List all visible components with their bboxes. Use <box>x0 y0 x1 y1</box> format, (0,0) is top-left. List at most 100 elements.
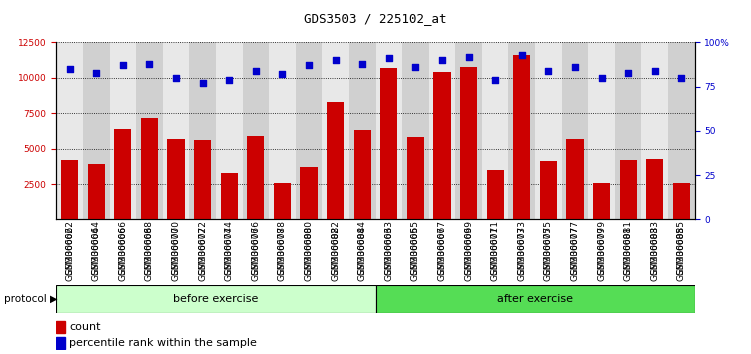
Bar <box>354 130 371 219</box>
Bar <box>167 139 185 219</box>
Bar <box>380 68 397 219</box>
Point <box>356 61 368 67</box>
Bar <box>327 102 344 219</box>
Text: ▶: ▶ <box>50 294 57 304</box>
Text: GSM306073: GSM306073 <box>517 220 526 275</box>
Bar <box>673 183 690 219</box>
Text: GSM306077: GSM306077 <box>571 220 580 275</box>
Bar <box>136 42 163 219</box>
Text: GSM306076: GSM306076 <box>252 220 261 275</box>
Text: GSM306074: GSM306074 <box>225 220 234 275</box>
Bar <box>429 42 455 219</box>
Bar <box>593 183 611 219</box>
Bar <box>269 42 296 219</box>
Bar <box>189 42 216 219</box>
Text: GSM306064: GSM306064 <box>92 220 101 275</box>
Point <box>542 68 554 74</box>
Bar <box>646 159 663 219</box>
Bar <box>433 72 451 219</box>
Text: GSM306069: GSM306069 <box>464 220 473 275</box>
Bar <box>535 42 562 219</box>
Bar <box>407 137 424 219</box>
Bar <box>56 42 83 219</box>
Bar <box>322 42 349 219</box>
Bar <box>566 139 584 219</box>
Bar <box>455 42 482 219</box>
Bar <box>588 42 615 219</box>
Bar <box>296 42 322 219</box>
Bar <box>110 42 136 219</box>
Bar <box>540 161 557 219</box>
Text: GSM306080: GSM306080 <box>304 220 313 275</box>
Text: GSM306065: GSM306065 <box>411 220 420 275</box>
Text: GSM306075: GSM306075 <box>544 220 553 275</box>
Bar <box>56 285 376 313</box>
Point <box>596 75 608 81</box>
Bar <box>247 136 264 219</box>
Bar <box>194 140 211 219</box>
Text: GSM306085: GSM306085 <box>677 220 686 275</box>
Bar <box>460 67 477 219</box>
Text: GSM306067: GSM306067 <box>438 220 447 275</box>
Bar <box>562 42 588 219</box>
Bar <box>56 321 65 333</box>
Point <box>276 72 288 77</box>
Text: before exercise: before exercise <box>173 294 258 304</box>
Text: GSM306066: GSM306066 <box>119 220 128 275</box>
Bar <box>114 129 131 219</box>
Text: GSM306063: GSM306063 <box>385 220 394 275</box>
Bar <box>300 167 318 219</box>
Point <box>64 66 76 72</box>
Bar <box>140 118 158 219</box>
Point <box>223 77 235 82</box>
Bar <box>376 285 695 313</box>
Point <box>409 64 421 70</box>
Text: GSM306079: GSM306079 <box>597 220 606 275</box>
Bar <box>641 42 668 219</box>
Text: GSM306083: GSM306083 <box>650 220 659 275</box>
Text: protocol: protocol <box>4 294 47 304</box>
Text: GSM306072: GSM306072 <box>198 220 207 275</box>
Point <box>143 61 155 67</box>
Point <box>197 80 209 86</box>
Point <box>330 57 342 63</box>
Point <box>250 68 262 74</box>
Point <box>463 54 475 59</box>
Text: after exercise: after exercise <box>497 294 573 304</box>
Point <box>516 52 528 58</box>
Text: GSM306071: GSM306071 <box>490 220 499 275</box>
Bar <box>163 42 189 219</box>
Text: GSM306068: GSM306068 <box>145 220 154 275</box>
Text: percentile rank within the sample: percentile rank within the sample <box>69 338 257 348</box>
Text: GSM306084: GSM306084 <box>357 220 366 275</box>
Bar <box>508 42 535 219</box>
Bar <box>243 42 269 219</box>
Bar <box>221 173 238 219</box>
Bar <box>482 42 508 219</box>
Point <box>303 63 315 68</box>
Point <box>90 70 102 75</box>
Bar <box>88 164 105 219</box>
Bar <box>668 42 695 219</box>
Bar <box>376 42 402 219</box>
Text: GSM306082: GSM306082 <box>331 220 340 275</box>
Text: GSM306062: GSM306062 <box>65 220 74 275</box>
Point <box>117 63 129 68</box>
Bar <box>274 183 291 219</box>
Bar <box>61 160 78 219</box>
Text: GDS3503 / 225102_at: GDS3503 / 225102_at <box>304 12 447 25</box>
Bar <box>487 170 504 219</box>
Bar <box>349 42 376 219</box>
Point <box>489 77 501 82</box>
Text: GSM306078: GSM306078 <box>278 220 287 275</box>
Bar <box>216 42 243 219</box>
Text: GSM306081: GSM306081 <box>623 220 632 275</box>
Point <box>383 56 395 61</box>
Point <box>622 70 634 75</box>
Bar <box>56 337 65 349</box>
Point <box>569 64 581 70</box>
Point <box>436 57 448 63</box>
Bar <box>83 42 110 219</box>
Text: GSM306070: GSM306070 <box>171 220 180 275</box>
Bar <box>615 42 641 219</box>
